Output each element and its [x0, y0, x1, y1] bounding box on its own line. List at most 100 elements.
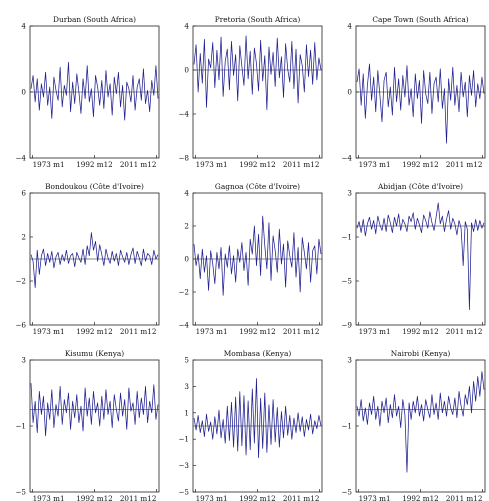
y-tick-label: 3: [184, 382, 189, 391]
chart-plot: 5 3 1 −1 −3 −5 1973 m1 1992 m12 2011 m12: [178, 356, 323, 501]
y-tick-label: 2: [21, 233, 26, 242]
chart-plot: 4 0 −4 1973 m1 1992 m12 2011 m12: [15, 22, 160, 167]
x-tick-label: 1992 m12: [402, 160, 439, 167]
x-tick-label: 1992 m12: [239, 327, 276, 334]
chart-title: Nairobi (Kenya): [390, 349, 451, 358]
chart-panel: Abidjan (Côte d'Ivoire) 3 −1 −5 −9 1973 m1 199…: [326, 167, 489, 334]
x-tick-label: 1992 m12: [402, 494, 439, 501]
chart-title: Abidjan (Côte d'Ivoire): [377, 182, 464, 191]
y-tick-label: −5: [178, 488, 189, 497]
series-line: [30, 232, 159, 288]
series-line: [30, 61, 159, 121]
x-tick-label: 2011 m12: [283, 494, 320, 501]
y-tick-label: −8: [178, 154, 189, 163]
y-tick-label: 3: [347, 356, 352, 365]
x-tick-label: 1973 m1: [33, 160, 65, 167]
series-line: [193, 378, 322, 459]
x-tick-label: 1992 m12: [239, 494, 276, 501]
chart-plot: 3 −1 −5 1973 m1 1992 m12 2011 m12: [341, 356, 486, 501]
x-tick-label: 2011 m12: [446, 160, 483, 167]
x-tick-label: 1992 m12: [76, 327, 113, 334]
y-tick-label: −1: [341, 233, 352, 242]
y-tick-label: −3: [178, 461, 189, 470]
x-tick-label: 1973 m1: [196, 160, 228, 167]
chart-panel: Mombasa (Kenya) 5 3 1 −1 −3 −5 1973 m1 1992 m12 2…: [163, 334, 326, 501]
y-tick-label: 4: [184, 189, 189, 198]
chart-plot: 6 2 −2 −6 1973 m1 1992 m12 2011 m12: [15, 189, 160, 334]
chart-panel: Durban (South Africa) 4 0 −4 1973 m1 1992 m12…: [0, 0, 163, 167]
series-line: [356, 371, 485, 473]
x-tick-label: 2011 m12: [120, 327, 157, 334]
plot-frame: [355, 192, 486, 326]
y-tick-label: 0: [21, 88, 26, 97]
x-tick-label: 1992 m12: [402, 327, 439, 334]
y-tick-label: 0: [347, 88, 352, 97]
x-tick-label: 1992 m12: [76, 494, 113, 501]
chart-plot: 3 −1 −5 −9 1973 m1 1992 m12 2011 m12: [341, 189, 486, 334]
y-tick-label: 3: [21, 356, 26, 365]
x-tick-label: 1973 m1: [196, 494, 228, 501]
x-tick-label: 1992 m12: [239, 160, 276, 167]
chart-panel: Nairobi (Kenya) 3 −1 −5 1973 m1 1992 m12 2011 …: [326, 334, 489, 501]
y-tick-label: −5: [341, 488, 352, 497]
chart-panel: Cape Town (South Africa) 4 0 −4 1973 m1 1992 …: [326, 0, 489, 167]
y-tick-label: −6: [15, 321, 26, 330]
y-tick-label: −4: [178, 321, 189, 330]
y-tick-label: −1: [178, 435, 189, 444]
chart-title: Cape Town (South Africa): [372, 15, 469, 24]
y-tick-label: 6: [21, 189, 26, 198]
x-tick-label: 1992 m12: [76, 160, 113, 167]
chart-title: Bondoukou (Côte d'Ivoire): [45, 182, 144, 191]
y-tick-label: 4: [21, 22, 26, 31]
chart-title: Gagnoa (Côte d'Ivoire): [214, 182, 301, 191]
x-tick-label: 2011 m12: [283, 160, 320, 167]
y-tick-label: −5: [15, 488, 26, 497]
series-line: [193, 35, 322, 110]
x-tick-label: 1973 m1: [359, 494, 391, 501]
chart-title: Mombasa (Kenya): [223, 349, 292, 358]
y-tick-label: −2: [178, 288, 189, 297]
series-line: [193, 215, 322, 296]
y-tick-label: 4: [184, 22, 189, 31]
y-tick-label: −4: [341, 154, 352, 163]
y-tick-label: 2: [184, 222, 189, 231]
x-tick-label: 1973 m1: [33, 327, 65, 334]
chart-plot: 3 −1 −5 1973 m1 1992 m12 2011 m12: [15, 356, 160, 501]
y-tick-label: −1: [341, 422, 352, 431]
x-tick-label: 2011 m12: [120, 160, 157, 167]
series-line: [30, 383, 159, 437]
chart-title: Durban (South Africa): [53, 15, 136, 24]
x-tick-label: 1973 m1: [359, 160, 391, 167]
y-tick-label: 4: [347, 22, 352, 31]
chart-plot: 4 0 −4 1973 m1 1992 m12 2011 m12: [341, 22, 486, 167]
x-tick-label: 1973 m1: [33, 494, 65, 501]
y-tick-label: 1: [184, 408, 189, 417]
x-tick-label: 2011 m12: [446, 494, 483, 501]
x-tick-label: 2011 m12: [120, 494, 157, 501]
y-tick-label: −5: [341, 277, 352, 286]
x-tick-label: 1973 m1: [359, 327, 391, 334]
y-tick-label: −2: [15, 277, 26, 286]
x-tick-label: 2011 m12: [283, 327, 320, 334]
x-tick-label: 1973 m1: [196, 327, 228, 334]
y-tick-label: −1: [15, 422, 26, 431]
y-tick-label: −9: [341, 321, 352, 330]
plot-frame: [29, 359, 160, 493]
y-tick-label: 0: [184, 66, 189, 75]
y-tick-label: 0: [184, 255, 189, 264]
y-tick-label: −4: [178, 110, 189, 119]
series-line: [356, 63, 485, 144]
chart-plot: 4 0 −4 −8 1973 m1 1992 m12 2011 m12: [178, 22, 323, 167]
y-tick-label: −4: [15, 154, 26, 163]
y-tick-label: 5: [184, 356, 189, 365]
chart-panel: Kisumu (Kenya) 3 −1 −5 1973 m1 1992 m12 2011 m…: [0, 334, 163, 501]
plot-frame: [355, 359, 486, 493]
x-tick-label: 2011 m12: [446, 327, 483, 334]
chart-title: Pretoria (South Africa): [214, 15, 301, 24]
chart-panel: Gagnoa (Côte d'Ivoire) 4 2 0 −2 −4 1973 m1 1992…: [163, 167, 326, 334]
y-tick-label: 3: [347, 189, 352, 198]
series-line: [356, 202, 485, 310]
chart-title: Kisumu (Kenya): [64, 349, 125, 358]
chart-panel: Bondoukou (Côte d'Ivoire) 6 2 −2 −6 1973 m1 19…: [0, 167, 163, 334]
